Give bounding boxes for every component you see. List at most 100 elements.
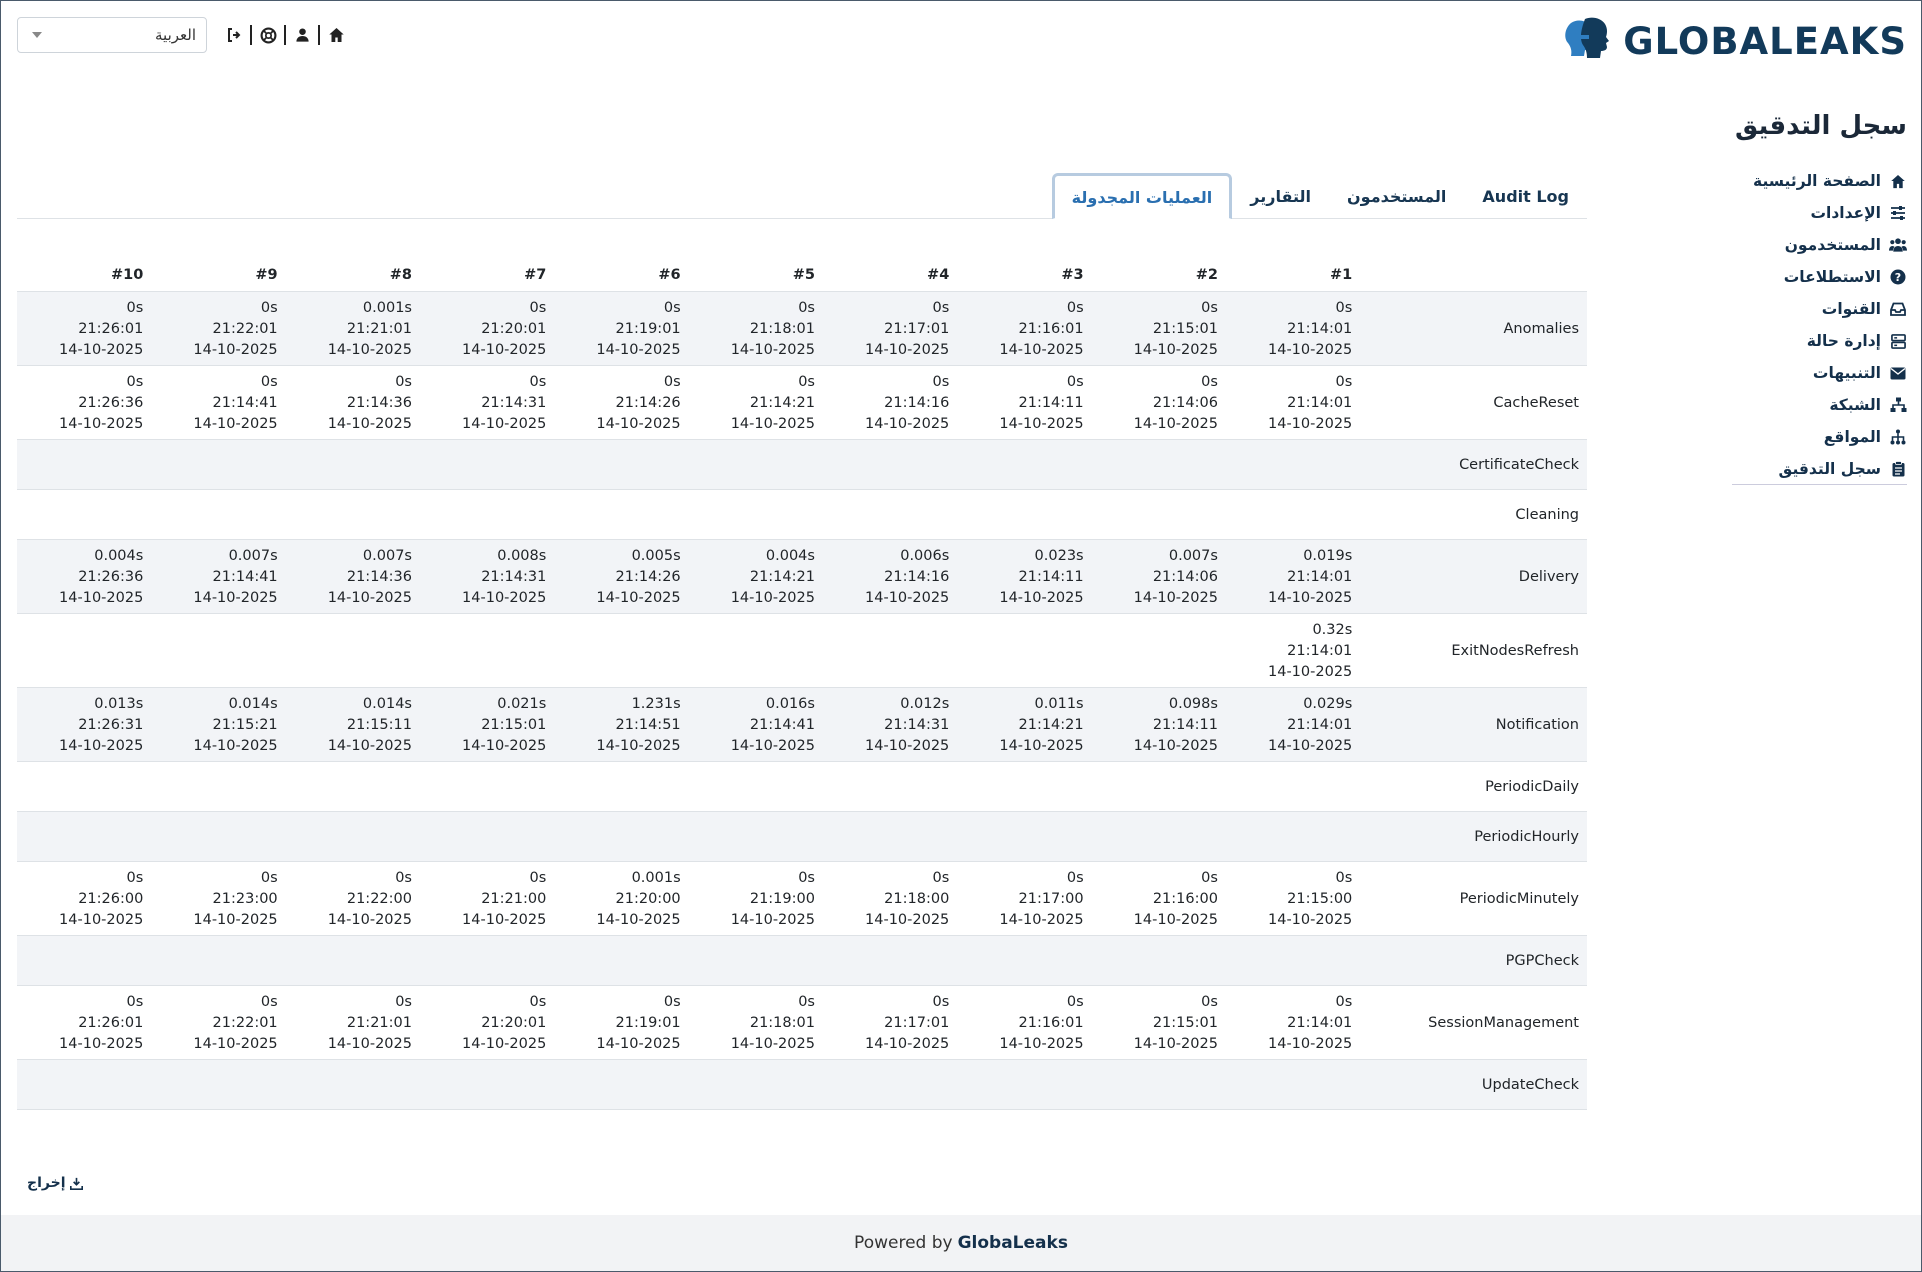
footer-prefix: Powered by: [854, 1233, 953, 1253]
cell-date: 14-10-2025: [193, 737, 278, 754]
cell-duration: 0s: [126, 993, 144, 1010]
tab-scheduled-jobs[interactable]: العمليات المجدولة: [1051, 173, 1233, 219]
table-cell: 0.013s 21:26:31 14-10-2025: [17, 686, 152, 761]
tab-users[interactable]: المستخدمون: [1347, 186, 1447, 206]
sidebar-item-label: المواقع: [1823, 428, 1881, 446]
cell-duration: 0s: [798, 373, 815, 390]
cell-date: 14-10-2025: [730, 589, 815, 606]
table-row: 0.013s 21:26:31 14-10-2025 0.014s 21:15:21 14…: [17, 686, 1587, 761]
cell-time: 21:14:31: [481, 568, 547, 585]
cell-duration: 0s: [1066, 869, 1084, 886]
table-cell: 0s 21:26:36 14-10-2025: [17, 364, 152, 439]
cell-duration: 0.019s: [1303, 547, 1353, 564]
job-name: UpdateCheck: [1360, 1058, 1587, 1110]
cell-duration: 0.013s: [94, 695, 144, 712]
cell-time: 21:22:01: [212, 1014, 278, 1031]
cell-time: 21:21:01: [346, 320, 412, 337]
export-button[interactable]: إخراج: [27, 1175, 83, 1191]
table-cell: 0s 21:17:00 14-10-2025: [957, 860, 1092, 935]
table-cell: 0s 21:14:26 14-10-2025: [554, 364, 689, 439]
table-cell: [17, 810, 152, 861]
table-cell: 0s 21:17:01 14-10-2025: [822, 290, 958, 365]
footer-brand-link[interactable]: GlobaLeaks: [957, 1233, 1068, 1253]
cell-date: 14-10-2025: [1133, 737, 1218, 754]
table-cell: 0s 21:15:01 14-10-2025: [1091, 290, 1226, 365]
tab-bar: العمليات المجدولة التقارير المستخدمون Au…: [17, 173, 1587, 219]
sidebar-item-network[interactable]: الشبكة: [1732, 389, 1907, 421]
envelope-icon: [1889, 364, 1907, 382]
cell-duration: 0s: [260, 993, 278, 1010]
table-cell: [688, 810, 823, 861]
job-name: Anomalies: [1360, 290, 1587, 365]
table-cell: [957, 934, 1092, 985]
table-cell: 0s 21:14:11 14-10-2025: [957, 364, 1092, 439]
cell-duration: 0.011s: [1034, 695, 1084, 712]
sidebar-item-label: الاستطلاعات: [1783, 268, 1881, 286]
sidebar-item-settings[interactable]: الإعدادات: [1732, 197, 1907, 229]
table-cell: 0.32s 21:14:01 14-10-2025: [1225, 612, 1361, 687]
table-cell: [1225, 760, 1361, 811]
inbox-icon: [1889, 300, 1907, 318]
cell-date: 14-10-2025: [730, 415, 815, 432]
help-icon[interactable]: [257, 24, 279, 46]
cell-time: 21:14:21: [749, 568, 815, 585]
table-cell: [1091, 438, 1226, 489]
table-cell: 1.231s 21:14:51 14-10-2025: [554, 686, 689, 761]
table-cell: [1225, 810, 1361, 861]
table-cell: [17, 760, 152, 811]
sidebar-item-notifications[interactable]: التنبيهات: [1732, 357, 1907, 389]
table-cell: [151, 1058, 286, 1110]
cell-time: 21:14:41: [749, 716, 815, 733]
cell-date: 14-10-2025: [1133, 415, 1218, 432]
table-cell: 0s 21:14:16 14-10-2025: [822, 364, 958, 439]
cell-duration: 0s: [529, 373, 547, 390]
sidebar-item-users[interactable]: المستخدمون: [1732, 229, 1907, 261]
table-cell: 0s 21:23:00 14-10-2025: [151, 860, 286, 935]
cell-date: 14-10-2025: [59, 589, 144, 606]
cell-date: 14-10-2025: [865, 737, 950, 754]
cell-duration: 0s: [1066, 373, 1084, 390]
sidebar-item-audit-log[interactable]: سجل التدقيق: [1732, 453, 1907, 485]
cell-duration: 0s: [1201, 299, 1218, 316]
table-row: 0.004s 21:26:36 14-10-2025 0.007s 21:14:41 14…: [17, 538, 1587, 613]
sidebar-item-questionnaires[interactable]: ? الاستطلاعات: [1732, 261, 1907, 293]
table-cell: 0s 21:19:00 14-10-2025: [688, 860, 823, 935]
logout-icon[interactable]: [223, 24, 245, 46]
cell-time: 21:14:26: [615, 394, 681, 411]
table-row: 0.32s 21:14:01 14-10-2025 ExitNodesRefresh: [17, 612, 1587, 687]
cell-time: 21:15:21: [212, 716, 278, 733]
sidebar: سجل التدقيق الصفحة الرئيسية الإعدادات ال…: [1732, 111, 1907, 485]
cell-time: 21:19:00: [749, 890, 815, 907]
tab-audit-log[interactable]: Audit Log: [1482, 186, 1569, 206]
cell-date: 14-10-2025: [462, 341, 547, 358]
cell-duration: 0s: [126, 373, 144, 390]
sidebar-item-home[interactable]: الصفحة الرئيسية: [1732, 165, 1907, 197]
table-cell: [151, 934, 286, 985]
table-cell: [957, 810, 1092, 861]
cell-date: 14-10-2025: [59, 911, 144, 928]
cell-duration: 0s: [663, 299, 681, 316]
sidebar-item-sites[interactable]: المواقع: [1732, 421, 1907, 453]
user-icon[interactable]: [291, 24, 313, 46]
cell-duration: 0.004s: [94, 547, 144, 564]
globaleaks-logo[interactable]: GLOBALEAKS: [1561, 15, 1907, 67]
table-cell: [1225, 438, 1361, 489]
sidebar-item-case-management[interactable]: إدارة حالة: [1732, 325, 1907, 357]
cell-time: 21:14:11: [1018, 394, 1084, 411]
table-cell: 0s 21:22:01 14-10-2025: [151, 290, 286, 365]
cell-duration: 0s: [395, 993, 412, 1010]
table-cell: 0.001s 21:20:00 14-10-2025: [554, 860, 689, 935]
column-header: #5: [792, 266, 815, 283]
cell-duration: 0s: [1201, 373, 1218, 390]
cell-date: 14-10-2025: [865, 911, 950, 928]
column-header: #2: [1195, 266, 1218, 283]
cell-time: 21:15:01: [1152, 1014, 1218, 1031]
table-cell: [554, 810, 689, 861]
cell-date: 14-10-2025: [1268, 1035, 1353, 1052]
tab-reports[interactable]: التقارير: [1250, 186, 1312, 206]
sidebar-item-channels[interactable]: القنوات: [1732, 293, 1907, 325]
language-select[interactable]: العربية: [17, 17, 207, 53]
home-icon[interactable]: [325, 24, 347, 46]
cell-duration: 0s: [260, 299, 278, 316]
table-cell: [419, 488, 555, 539]
